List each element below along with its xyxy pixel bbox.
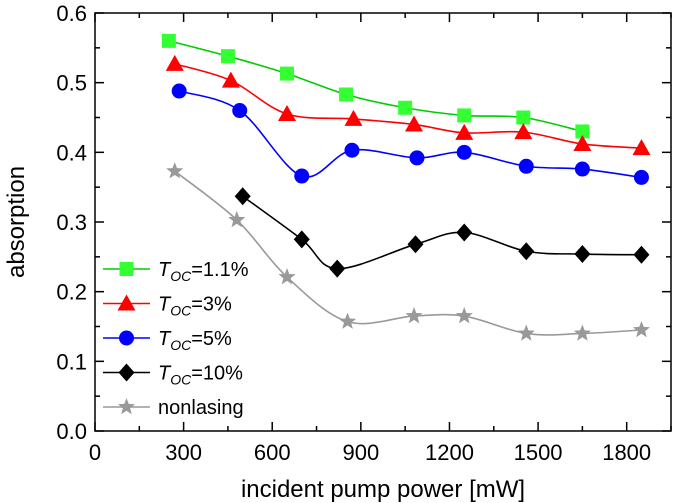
data-point xyxy=(220,49,235,64)
legend-label-subscript: OC xyxy=(170,337,192,353)
x-tick-label: 0 xyxy=(89,440,101,465)
data-point xyxy=(278,268,296,285)
legend-label-symbol: T xyxy=(158,294,172,316)
data-point xyxy=(632,320,651,338)
legend-item-0: TOC=1.1% xyxy=(103,259,249,284)
data-point xyxy=(517,324,535,341)
legend-marker xyxy=(119,262,134,276)
legend-label-value: =5% xyxy=(191,328,232,350)
data-point xyxy=(409,150,425,166)
data-point xyxy=(574,161,590,177)
data-point xyxy=(574,245,591,264)
legend-label: TOC=10% xyxy=(158,363,243,388)
series-markers xyxy=(161,33,651,341)
y-tick-label: 0.0 xyxy=(56,419,87,444)
legend-label: TOC=1.1% xyxy=(158,259,249,284)
legend-label-value: =10% xyxy=(191,363,243,385)
plot-frame xyxy=(94,12,672,432)
y-tick-label: 0.5 xyxy=(56,71,87,96)
x-axis-ticks: 0 300 600 900 1200 1500 1800 xyxy=(89,13,672,465)
y-tick-label: 0.2 xyxy=(56,280,87,305)
legend-label-symbol: T xyxy=(158,259,172,281)
series-points-2 xyxy=(171,83,649,185)
y-tick-label: 0.4 xyxy=(56,140,87,165)
y-tick-label: 0.6 xyxy=(56,1,87,26)
data-point xyxy=(228,210,246,228)
legend-marker xyxy=(118,363,135,382)
data-point xyxy=(573,134,592,151)
legend-label: nonlasing xyxy=(158,397,244,419)
data-point xyxy=(398,100,413,115)
data-point xyxy=(405,115,424,132)
x-tick-label: 300 xyxy=(165,440,202,465)
data-point xyxy=(456,144,472,160)
data-point xyxy=(456,223,473,242)
data-point xyxy=(166,162,184,179)
data-point xyxy=(575,124,590,139)
legend-item-4: nonlasing xyxy=(103,397,244,419)
data-point xyxy=(294,168,310,184)
legend-label: TOC=5% xyxy=(158,328,232,353)
data-point xyxy=(455,123,474,140)
x-axis-title: incident pump power [mW] xyxy=(241,476,525,503)
data-point xyxy=(221,71,240,88)
y-tick-label: 0.3 xyxy=(56,210,87,235)
data-point xyxy=(344,109,363,126)
legend-item-1: TOC=3% xyxy=(103,294,232,319)
data-point xyxy=(632,139,651,156)
data-point xyxy=(344,142,360,158)
data-point xyxy=(171,83,187,99)
data-point xyxy=(516,110,531,125)
y-tick-label: 0.1 xyxy=(56,349,87,374)
data-point xyxy=(234,187,251,206)
data-point xyxy=(573,324,591,341)
data-point xyxy=(455,307,473,324)
legend-marker xyxy=(117,294,136,311)
data-point xyxy=(338,312,357,329)
legend-label-value: =1.1% xyxy=(191,259,248,281)
legend-label-symbol: T xyxy=(158,328,172,350)
x-tick-label: 1200 xyxy=(425,440,474,465)
x-tick-label: 900 xyxy=(342,440,379,465)
data-point xyxy=(293,230,310,249)
data-point xyxy=(278,105,296,122)
x-tick-label: 600 xyxy=(254,440,291,465)
series-points-4 xyxy=(166,162,651,341)
legend-label-subscript: OC xyxy=(170,372,192,388)
data-point xyxy=(407,235,424,254)
series-points-3 xyxy=(234,187,650,278)
data-point xyxy=(329,259,346,278)
y-axis-title: absorption xyxy=(3,166,30,278)
legend-label-subscript: OC xyxy=(170,303,192,319)
legend-label: TOC=3% xyxy=(158,294,232,319)
data-point xyxy=(165,54,184,71)
series-curves xyxy=(168,40,642,336)
legend-item-2: TOC=5% xyxy=(103,328,232,353)
legend-label-subscript: OC xyxy=(170,268,192,284)
legend-label-symbol: T xyxy=(158,363,172,385)
legend-marker xyxy=(117,398,136,415)
data-point xyxy=(339,87,354,102)
data-point xyxy=(633,169,649,185)
legend: TOC=1.1%TOC=3%TOC=5%TOC=10%nonlasing xyxy=(103,259,249,419)
data-point xyxy=(518,242,535,261)
series-points-0 xyxy=(161,33,590,139)
data-point xyxy=(514,123,533,140)
legend-item-3: TOC=10% xyxy=(103,363,243,388)
y-axis-ticks: 0.0 0.1 0.2 0.3 0.4 0.5 0.6 xyxy=(56,1,671,444)
data-point xyxy=(280,66,294,81)
data-point xyxy=(457,108,472,123)
data-point xyxy=(518,158,534,174)
series-points-1 xyxy=(165,54,651,156)
x-tick-label: 1800 xyxy=(602,440,651,465)
data-point xyxy=(232,103,248,119)
data-point xyxy=(405,307,423,324)
data-point xyxy=(633,245,650,264)
x-tick-label: 1500 xyxy=(514,440,563,465)
legend-marker xyxy=(119,330,134,346)
data-point xyxy=(161,33,176,48)
legend-label-value: =3% xyxy=(191,294,232,316)
